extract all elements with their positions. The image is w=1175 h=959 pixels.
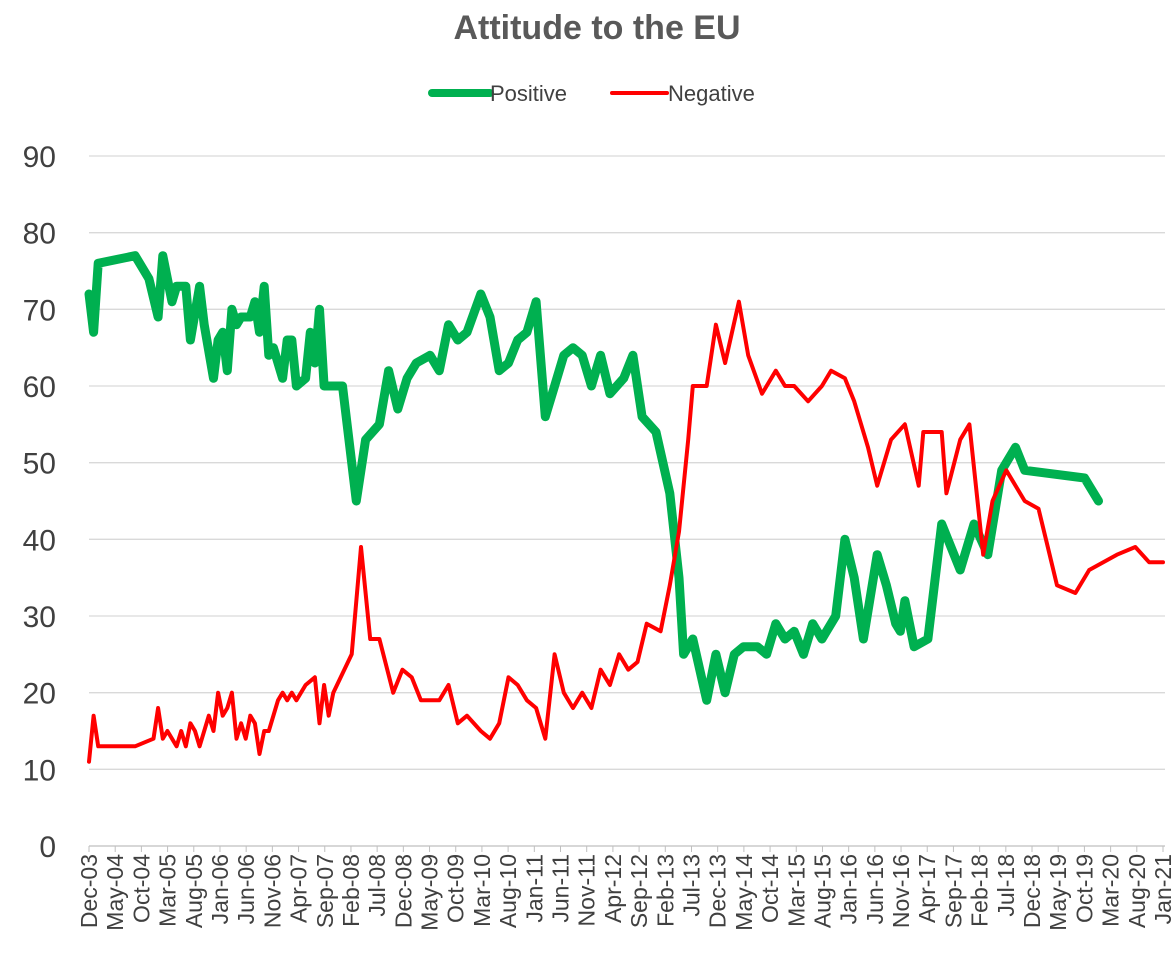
x-tick-label: Jan-06 (207, 854, 233, 924)
gridlines (89, 155, 1165, 770)
y-tick-label: 50 (23, 448, 56, 481)
x-tick-label: Sep-07 (312, 854, 338, 928)
y-axis-ticks: 0 10 20 30 40 50 60 70 80 90 (23, 141, 56, 864)
x-tick-label: Jun-11 (548, 854, 574, 923)
x-tick-label: Apr-17 (914, 854, 940, 923)
x-tick-label: Mar-20 (1098, 854, 1124, 927)
series-line-positive (84, 251, 1103, 705)
x-tick-label: Jun-16 (862, 854, 888, 924)
chart-title: Attitude to the EU (453, 9, 740, 47)
x-tick-label: Jun-06 (233, 854, 259, 924)
legend: Positive Negative (428, 81, 755, 106)
series-line-negative (87, 299, 1165, 764)
y-tick-label: 10 (23, 754, 56, 787)
y-tick-label: 40 (23, 524, 56, 557)
y-tick-label: 20 (23, 678, 56, 711)
x-tick-label: Aug-10 (495, 854, 521, 928)
x-tick-label: Jan-16 (836, 854, 862, 924)
x-tick-label: Oct-19 (1071, 854, 1097, 923)
legend-label-positive: Positive (490, 81, 567, 106)
x-tick-label: Aug-20 (1124, 854, 1150, 928)
x-tick-label: Jan-21 (1150, 854, 1175, 924)
x-tick-label: May-09 (417, 854, 443, 931)
x-tick-label: Feb-18 (967, 854, 993, 927)
x-tick-label: May-04 (102, 854, 128, 931)
x-tick-label: Aug-15 (809, 854, 835, 928)
x-tick-label: Nov-06 (259, 854, 285, 928)
x-tick-label: Dec-13 (705, 854, 731, 928)
x-tick-label: Apr-12 (600, 854, 626, 923)
x-tick-label: Jul-13 (678, 854, 704, 917)
x-tick-label: Oct-04 (128, 854, 154, 923)
x-tick-label: Mar-10 (469, 854, 495, 927)
x-tick-label: Nov-11 (574, 854, 600, 926)
x-tick-label: Oct-09 (443, 854, 469, 923)
x-tick-label: Feb-08 (338, 854, 364, 927)
x-tick-label: Nov-16 (888, 854, 914, 928)
y-tick-label: 80 (23, 218, 56, 251)
x-tick-label: Jul-18 (993, 854, 1019, 917)
x-tick-label: Mar-05 (155, 854, 181, 927)
x-tick-label: May-19 (1045, 854, 1071, 931)
x-tick-label: Jul-08 (364, 854, 390, 917)
y-tick-label: 90 (23, 141, 56, 174)
x-tick-label: Sep-17 (940, 854, 966, 928)
x-tick-label: Feb-13 (652, 854, 678, 927)
x-tick-label: Sep-12 (626, 854, 652, 928)
y-tick-label: 0 (39, 831, 56, 864)
x-tick-label: Dec-03 (76, 854, 102, 928)
y-tick-label: 60 (23, 371, 56, 404)
x-tick-label: Mar-15 (783, 854, 809, 927)
x-tick-label: Jan-11 (521, 854, 547, 923)
x-tick-label: May-14 (731, 854, 757, 931)
x-tick-label: Aug-05 (181, 854, 207, 928)
series-lines (84, 251, 1165, 764)
x-tick-label: Dec-08 (390, 854, 416, 928)
legend-label-negative: Negative (668, 81, 755, 106)
x-tick-label: Dec-18 (1019, 854, 1045, 928)
x-axis-ticks: Dec-03 May-04 Oct-04 Mar-05 Aug-05 Jan-06 Jun-… (76, 846, 1175, 931)
x-tick-label: Oct-14 (757, 854, 783, 923)
y-tick-label: 70 (23, 294, 56, 327)
y-tick-label: 30 (23, 601, 56, 634)
x-tick-label: Apr-07 (286, 854, 312, 923)
